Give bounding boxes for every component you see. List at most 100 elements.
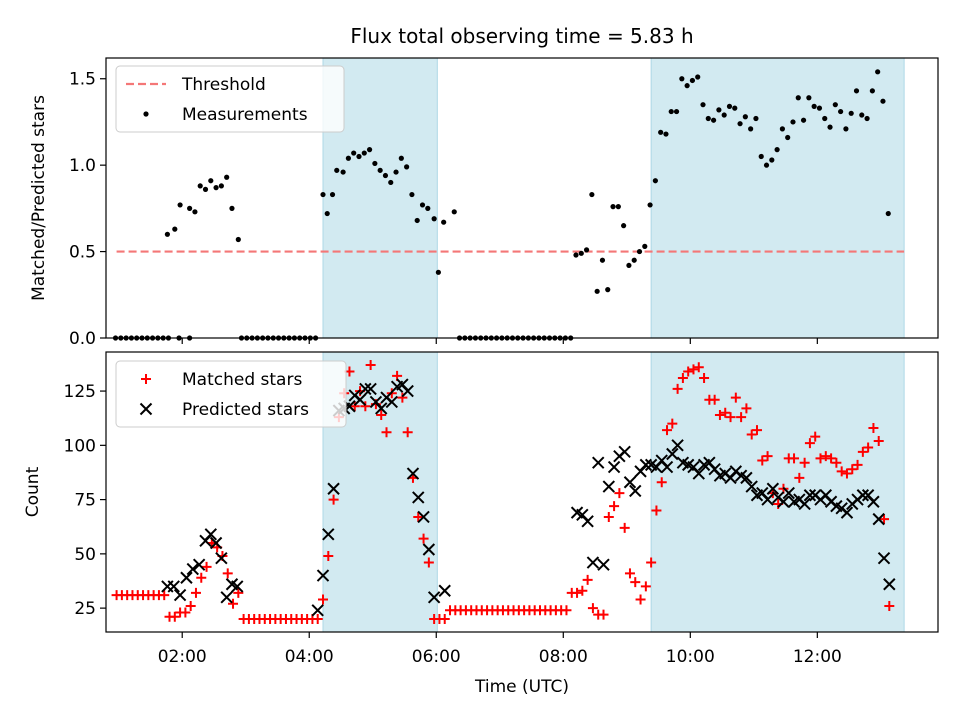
predicted-star-point xyxy=(629,484,642,498)
bottom-legend-box xyxy=(115,360,347,428)
x-tick-label: 08:00 xyxy=(539,647,588,667)
measurement-point xyxy=(382,172,389,179)
measurement-point xyxy=(441,219,447,225)
bottom-y-tick-label: 50 xyxy=(74,545,96,565)
predicted-star-point xyxy=(597,558,610,571)
predicted-star-point xyxy=(867,495,880,508)
predicted-star-point xyxy=(167,580,180,593)
top-legend-box xyxy=(115,65,345,133)
matched-star-point xyxy=(683,366,694,377)
predicted-star-point xyxy=(592,456,605,469)
predicted-star-point xyxy=(740,471,753,485)
measurement-point xyxy=(800,117,807,123)
measurement-point xyxy=(345,155,352,161)
legend-matched-marker xyxy=(141,374,151,384)
predicted-star-point xyxy=(353,393,367,406)
measurement-point xyxy=(320,191,326,198)
measurement-point xyxy=(811,103,817,109)
predicted-star-point xyxy=(173,588,187,602)
predicted-star-point xyxy=(412,491,425,504)
predicted-star-point xyxy=(602,480,616,493)
matched-star-point xyxy=(857,446,868,457)
matched-star-point xyxy=(402,427,413,438)
measurement-point xyxy=(732,105,738,111)
matched-star-point xyxy=(741,403,752,414)
measurement-point xyxy=(647,202,653,208)
matched-star-point xyxy=(815,453,826,464)
matched-star-point xyxy=(651,505,662,516)
matched-star-point xyxy=(873,435,884,446)
predicted-star-point xyxy=(766,482,780,495)
matched-star-point xyxy=(614,488,625,499)
matched-star-point xyxy=(423,557,434,568)
measurement-point xyxy=(425,205,431,211)
measurement-point xyxy=(578,250,584,256)
matched-star-point xyxy=(561,605,572,616)
measurement-point xyxy=(864,115,870,122)
predicted-star-point xyxy=(883,578,896,591)
predicted-star-point xyxy=(204,528,218,541)
measurement-point xyxy=(431,216,437,222)
measurement-point xyxy=(710,117,717,123)
legend-predicted-label: Predicted stars xyxy=(182,400,309,420)
bottom-y-tick-label: 100 xyxy=(64,436,96,456)
predicted-star-point xyxy=(581,515,594,528)
measurement-point xyxy=(351,150,357,156)
x-tick-label: 02:00 xyxy=(158,647,207,667)
measurement-point xyxy=(652,178,658,184)
measurement-point xyxy=(689,77,696,84)
top-axes-frame xyxy=(105,57,939,339)
measurement-point xyxy=(631,257,637,263)
matched-star-point xyxy=(804,438,815,449)
matched-star-point xyxy=(810,431,821,442)
bottom-y-tick-label: 75 xyxy=(74,491,96,511)
measurement-point xyxy=(208,178,214,184)
measurement-point xyxy=(748,126,754,132)
predicted-star-point xyxy=(666,447,679,461)
bottom-y-ticks: 25 50 75 100 125 xyxy=(64,382,106,619)
measurement-point xyxy=(393,169,399,175)
measurement-point xyxy=(869,88,875,94)
measurement-point xyxy=(615,204,621,210)
matched-star-point xyxy=(233,587,244,598)
top-y-axis-label: Matched/Predicted stars xyxy=(29,95,49,301)
matched-star-point xyxy=(826,453,837,464)
measurement-point xyxy=(848,110,854,116)
matched-star-point xyxy=(720,407,731,418)
matched-star-point xyxy=(646,557,657,568)
measurement-point xyxy=(838,108,844,115)
matched-star-point xyxy=(751,425,762,436)
matched-star-point xyxy=(418,533,429,544)
legend-predicted-marker xyxy=(139,402,153,416)
measurement-point xyxy=(716,107,722,113)
measurement-point xyxy=(621,223,627,229)
matched-star-point xyxy=(603,511,614,522)
x-tick-label: 12:00 xyxy=(793,647,842,667)
measurement-point xyxy=(636,248,643,255)
predicted-stars-points xyxy=(161,378,896,617)
measurement-point xyxy=(409,191,415,198)
matched-star-point xyxy=(677,373,688,384)
measurement-point xyxy=(885,210,891,217)
measurement-point xyxy=(414,217,420,224)
matched-star-point xyxy=(572,587,583,598)
measurement-point xyxy=(668,108,674,115)
legend-predicted-swatch xyxy=(139,402,153,416)
matched-star-point xyxy=(688,364,699,375)
measurement-point xyxy=(658,129,664,135)
measurement-point xyxy=(202,186,209,192)
matched-star-point xyxy=(365,360,376,371)
measurement-point xyxy=(753,115,759,122)
matched-star-point xyxy=(577,585,588,596)
predicted-star-point xyxy=(192,558,206,571)
predicted-star-point xyxy=(877,551,891,565)
measurement-point xyxy=(224,174,230,180)
matched-star-point xyxy=(852,459,863,470)
measurement-point xyxy=(218,183,224,189)
predicted-star-point xyxy=(692,467,705,480)
measurement-point xyxy=(843,126,849,132)
top-y-ticks: 0.0 0.5 1.0 1.5 xyxy=(69,70,106,349)
matched-star-point xyxy=(159,590,170,601)
predicted-star-point xyxy=(327,482,340,495)
